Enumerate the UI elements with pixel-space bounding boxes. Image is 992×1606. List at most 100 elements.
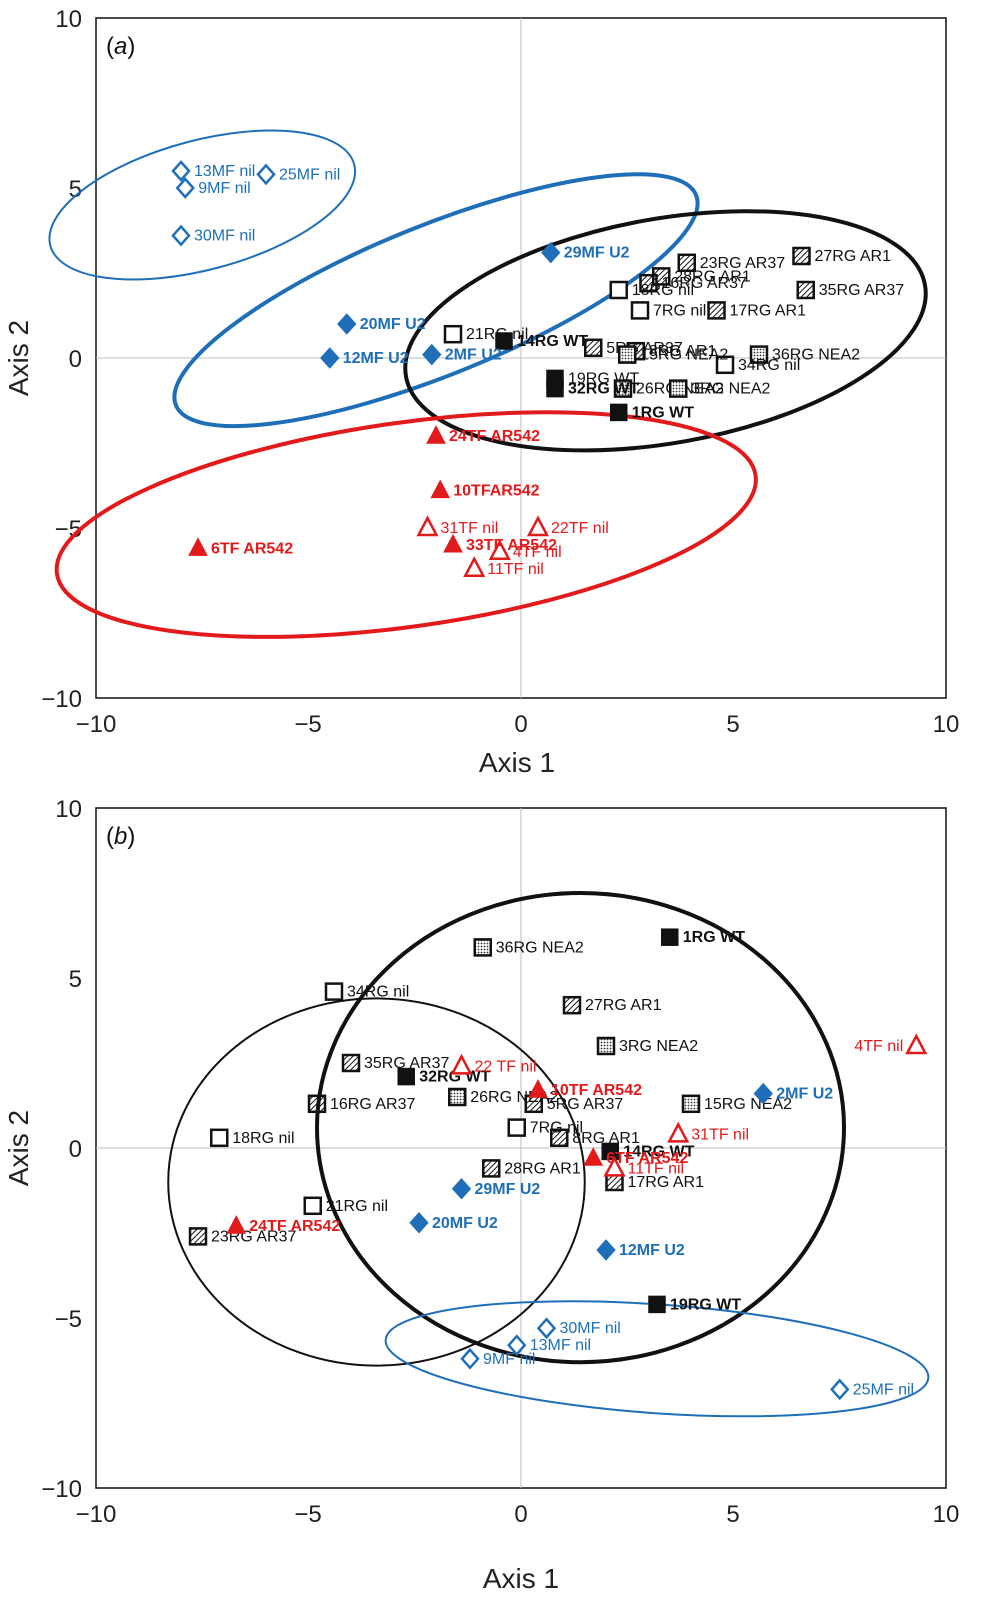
panel-label-b: (b) bbox=[106, 823, 135, 850]
data-point-label: 36RG NEA2 bbox=[496, 939, 584, 956]
data-point-marker bbox=[175, 177, 195, 199]
data-point-label: 29MF U2 bbox=[564, 245, 630, 262]
data-point-marker bbox=[796, 280, 815, 300]
data-point-label: 15RG NEA2 bbox=[704, 1096, 792, 1113]
cluster-ellipse bbox=[403, 209, 928, 453]
data-point-label: 8RG AR1 bbox=[572, 1130, 640, 1147]
panel-a: (a) 10 5 0 −5 −10 −10 −5 0 5 10 Axis 1 A… bbox=[3, 6, 959, 778]
data-point-marker bbox=[601, 1142, 619, 1161]
data-point-label: 34RG nil bbox=[347, 984, 409, 1001]
y-tick-label: 5 bbox=[69, 176, 82, 203]
data-point-marker bbox=[603, 1155, 626, 1177]
y-tick-label: −10 bbox=[41, 686, 82, 713]
y-tick-label: 0 bbox=[69, 346, 82, 373]
grid-b bbox=[96, 808, 946, 1488]
data-point-marker bbox=[443, 324, 463, 344]
x-tick-label: 5 bbox=[726, 1501, 739, 1528]
data-point-marker bbox=[681, 1094, 701, 1114]
data-point-label: 17RG AR1 bbox=[628, 1174, 705, 1191]
data-point-marker bbox=[171, 160, 191, 182]
data-point-label: 16RG AR37 bbox=[662, 275, 747, 292]
y-tick-label: −10 bbox=[41, 1476, 82, 1503]
data-point-label: 14RG WT bbox=[623, 1143, 694, 1160]
grid-a bbox=[96, 18, 946, 698]
data-point-marker bbox=[507, 1118, 526, 1137]
y-tick-label: 10 bbox=[55, 796, 82, 823]
data-point-label: 3RG NEA2 bbox=[691, 381, 770, 398]
data-point-label: 15RG NEA2 bbox=[640, 347, 728, 364]
data-point-marker bbox=[596, 1036, 616, 1056]
x-tick-label: 5 bbox=[726, 711, 739, 738]
data-point-marker bbox=[550, 1128, 569, 1148]
data-point-marker bbox=[188, 1227, 208, 1246]
data-point-marker bbox=[749, 345, 769, 364]
data-point-label: 18RG nil bbox=[632, 282, 694, 299]
data-point-marker bbox=[324, 982, 344, 1001]
data-point-marker bbox=[443, 533, 463, 553]
data-point-label: 32RG WT bbox=[568, 381, 639, 398]
data-point-marker bbox=[507, 1334, 527, 1357]
data-point-label: 13MF nil bbox=[530, 1337, 591, 1354]
data-point-label: 16RG AR37 bbox=[330, 1096, 415, 1113]
data-point-label: 4TF nil bbox=[854, 1038, 903, 1055]
data-point-marker bbox=[422, 343, 442, 366]
data-point-label: 33TF AR542 bbox=[466, 537, 557, 554]
x-tick-label: −10 bbox=[76, 711, 117, 738]
cluster-ellipse bbox=[315, 891, 846, 1365]
data-point-marker bbox=[303, 1196, 322, 1216]
cluster-ellipse bbox=[172, 172, 700, 429]
x-tick-label: 10 bbox=[933, 711, 960, 738]
data-point-marker bbox=[416, 515, 439, 537]
data-point-label: 11TF nil bbox=[628, 1160, 685, 1177]
data-point-label: 35RG AR37 bbox=[819, 282, 904, 299]
data-point-label: 12MF U2 bbox=[343, 350, 409, 367]
data-point-label: 36RG NEA2 bbox=[772, 347, 860, 364]
data-point-marker bbox=[661, 928, 679, 946]
x-tick-label: −5 bbox=[294, 711, 321, 738]
data-point-label: 2MF U2 bbox=[776, 1086, 833, 1103]
data-point-marker bbox=[341, 1053, 361, 1073]
data-point-marker bbox=[528, 1079, 548, 1098]
data-point-label: 31TF nil bbox=[691, 1126, 749, 1143]
data-point-marker bbox=[226, 1215, 247, 1234]
data-point-marker bbox=[188, 537, 208, 556]
data-point-label: 35RG AR37 bbox=[364, 1055, 449, 1072]
x-ticks-b: −10 −5 0 5 10 bbox=[76, 1501, 960, 1528]
data-point-marker bbox=[639, 273, 658, 293]
data-point-label: 5RG AR37 bbox=[547, 1096, 624, 1113]
y-axis-label-b: Axis 2 bbox=[3, 1110, 34, 1186]
data-point-marker bbox=[448, 1087, 467, 1107]
x-tick-label: 0 bbox=[514, 711, 527, 738]
x-tick-label: −5 bbox=[294, 1501, 321, 1528]
data-point-label: 34RG nil bbox=[738, 357, 800, 374]
data-point-marker bbox=[307, 1094, 327, 1114]
data-point-marker bbox=[546, 379, 564, 398]
data-point-marker bbox=[536, 1317, 557, 1340]
y-tick-label: 5 bbox=[69, 966, 82, 993]
data-point-label: 24TF AR542 bbox=[449, 428, 540, 445]
panel-label-a: (a) bbox=[106, 33, 135, 60]
data-point-marker bbox=[430, 479, 451, 499]
data-point-label: 29MF U2 bbox=[475, 1181, 541, 1198]
data-point-marker bbox=[495, 332, 513, 350]
data-point-label: 7RG nil bbox=[530, 1120, 583, 1137]
data-point-label: 23RG AR37 bbox=[700, 255, 785, 272]
data-point-marker bbox=[667, 1121, 690, 1143]
data-point-marker bbox=[715, 355, 735, 375]
data-point-marker bbox=[618, 345, 637, 364]
x-axis-label-a: Axis 1 bbox=[479, 747, 555, 778]
y-ticks-b: 10 5 0 −5 −10 bbox=[41, 796, 82, 1503]
ellipses-a bbox=[48, 129, 928, 639]
data-point-label: 12MF U2 bbox=[619, 1242, 685, 1259]
data-point-label: 25MF nil bbox=[279, 166, 340, 183]
data-point-label: 4TF nil bbox=[513, 544, 562, 561]
data-point-label: 1RG WT bbox=[683, 929, 745, 946]
data-point-marker bbox=[648, 1295, 666, 1314]
data-point-label: 27RG AR1 bbox=[585, 997, 662, 1014]
data-point-marker bbox=[583, 1147, 604, 1166]
data-point-label: 9MF nil bbox=[198, 180, 250, 197]
y-axis-label-a: Axis 2 bbox=[3, 320, 34, 396]
data-point-marker bbox=[473, 938, 492, 957]
